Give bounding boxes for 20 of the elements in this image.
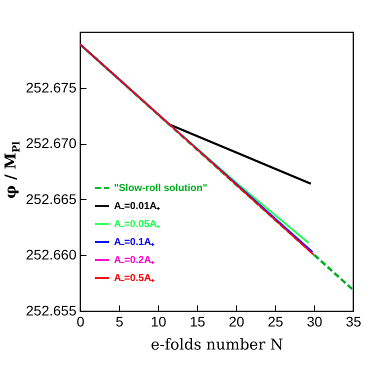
y-tick-label: 252.665: [26, 190, 77, 207]
x-tick-label: 30: [306, 314, 322, 330]
legend-label: A₋=0.01A₊: [114, 201, 161, 212]
x-tick-label: 0: [76, 314, 85, 330]
x-tick-label: 15: [190, 314, 206, 330]
y-tick-label: 252.655: [26, 302, 77, 318]
legend-label: "Slow-roll solution": [114, 183, 208, 194]
legend-label: A₋=0.05A₊: [114, 219, 161, 230]
x-tick-label: 10: [150, 314, 166, 330]
x-tick-label: 35: [346, 314, 362, 330]
legend-label: A₋=0.5A₊: [114, 273, 156, 284]
legend-label: A₋=0.1A₊: [114, 237, 156, 248]
x-tick-label: 5: [116, 314, 124, 330]
y-tick-label: 252.670: [26, 135, 77, 152]
x-tick-label: 25: [268, 314, 284, 330]
y-tick-label: 252.660: [26, 246, 77, 263]
x-axis-title: e-folds number N: [150, 336, 284, 354]
x-tick-label: 20: [228, 314, 244, 330]
y-tick-label: 252.675: [26, 79, 77, 96]
legend-label: A₋=0.2A₊: [114, 255, 156, 266]
